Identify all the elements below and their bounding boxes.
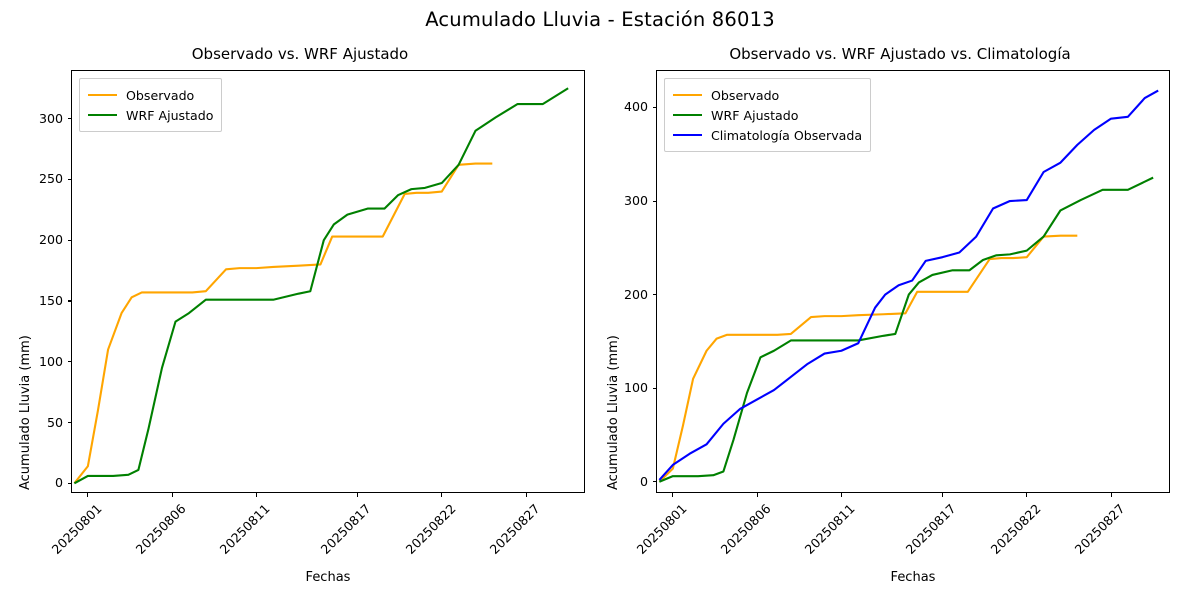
x-tick-mark [171,493,173,497]
series-line-observado [658,234,1078,483]
series-line-climatolog-a-observada [658,89,1159,481]
x-tick-mark [1110,493,1112,497]
panel-left-series-layer [73,87,569,485]
figure-suptitle: Acumulado Lluvia - Estación 86013 [425,8,775,31]
y-tick-mark [67,422,71,424]
x-tick-mark [672,493,674,497]
legend-swatch-line-icon [673,114,702,116]
y-tick-label: 0 [639,473,648,489]
y-tick-label: 300 [38,110,63,126]
panel-right-plot-area [656,70,1170,493]
y-tick-label: 400 [623,99,648,115]
series-line-wrf-ajustado [73,87,569,485]
y-tick-mark [67,178,71,180]
y-tick-mark [67,118,71,120]
chart-panel-right: Observado vs. WRF Ajustado vs. Climatolo… [600,0,1200,600]
y-tick-mark [652,294,656,296]
x-tick-mark [87,493,89,497]
legend-item-wrf-ajustado[interactable]: WRF Ajustado [673,105,862,125]
panel-left-legend[interactable]: Observado WRF Ajustado [79,78,223,132]
legend-swatch-line-icon [673,94,702,96]
legend-item-label: WRF Ajustado [126,107,214,123]
legend-swatch-line-icon [88,94,117,96]
panel-left-plot-area [71,70,585,493]
panel-right-xlabel: Fechas [890,570,936,585]
panel-right-title: Observado vs. WRF Ajustado vs. Climatolo… [729,45,1071,63]
y-tick-label: 200 [623,286,648,302]
y-tick-label: 100 [38,353,63,369]
y-tick-mark [652,387,656,389]
x-tick-mark [840,493,842,497]
y-tick-mark [652,481,656,483]
x-tick-mark [941,493,944,497]
panel-right-legend[interactable]: Observado WRF Ajustado Climatología Observ… [664,78,872,152]
legend-swatch-line-icon [673,134,702,136]
legend-item-label: WRF Ajustado [711,107,799,123]
x-tick-mark [525,493,527,497]
panel-right-ylabel: Acumulado Lluvia (mm) [606,335,621,490]
y-tick-mark [67,239,71,241]
series-line-wrf-ajustado [658,176,1154,483]
y-tick-mark [67,361,71,363]
legend-item-label: Observado [711,87,780,103]
legend-item-label: Observado [126,87,195,103]
x-tick-mark [441,493,443,497]
x-tick-mark [1026,493,1028,497]
y-tick-label: 0 [54,475,63,491]
x-tick-mark [255,493,257,497]
y-tick-mark [67,300,71,302]
y-tick-mark [652,106,656,109]
legend-item-climatolog-a-observada[interactable]: Climatología Observada [673,125,862,145]
legend-swatch-line-icon [88,114,117,116]
legend-item-label: Climatología Observada [711,127,863,143]
panel-left-xlabel: Fechas [305,570,351,585]
chart-panel-left: Observado vs. WRF Ajustado 0 50 100 150 200 2… [18,45,585,585]
panel-left-ylabel: Acumulado Lluvia (mm) [18,335,33,490]
y-tick-label: 250 [38,171,63,187]
y-tick-label: 200 [38,232,63,248]
y-tick-mark [652,200,656,202]
legend-item-wrf-ajustado[interactable]: WRF Ajustado [88,105,213,125]
panel-left-title: Observado vs. WRF Ajustado [191,45,409,63]
legend-item-observado[interactable]: Observado [88,85,213,105]
y-tick-label: 300 [623,193,648,209]
y-tick-label: 150 [38,292,63,308]
y-tick-mark [67,482,71,484]
x-tick-mark [356,493,359,497]
y-tick-label: 50 [46,414,63,430]
x-tick-mark [756,493,758,497]
y-tick-label: 100 [623,380,648,396]
series-line-observado [73,162,493,484]
legend-item-observado[interactable]: Observado [673,85,862,105]
panel-right-series-layer [658,89,1159,483]
